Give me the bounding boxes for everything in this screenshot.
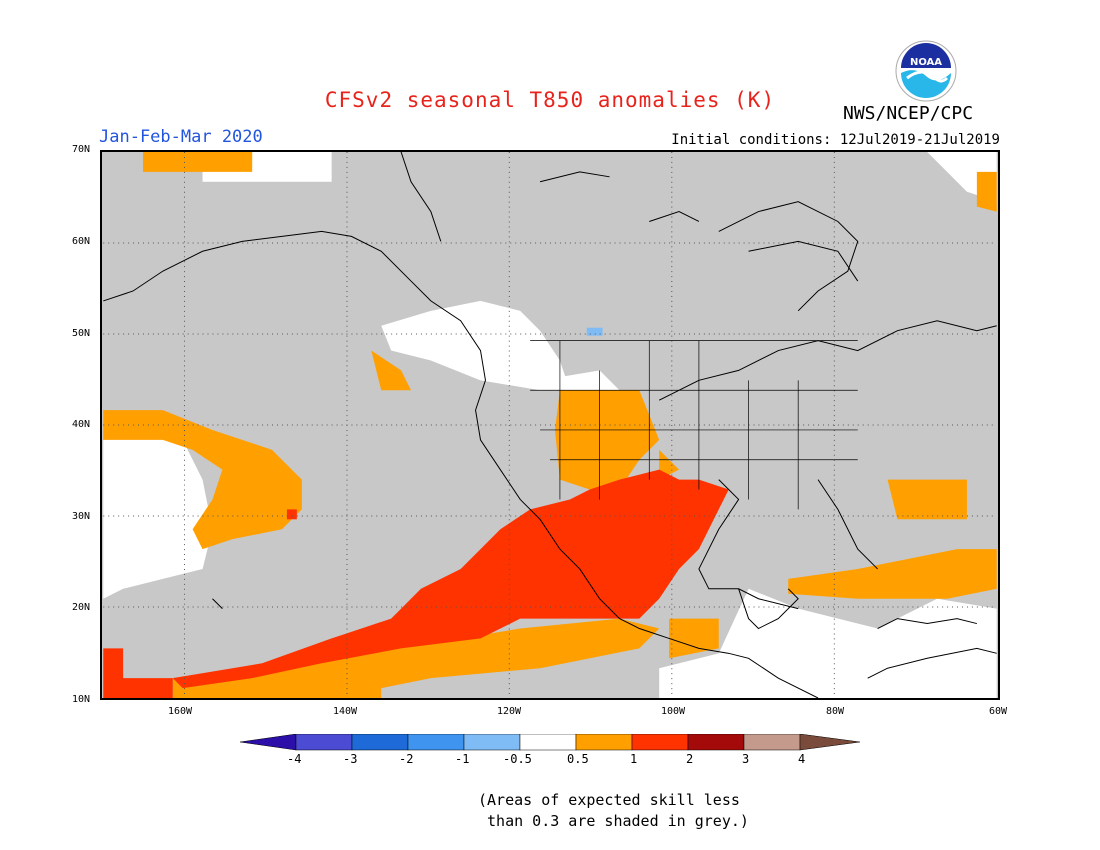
skill-note-line1: (Areas of expected skill less	[478, 791, 740, 809]
lon-label-100w: 100W	[661, 706, 686, 717]
colorbar-label: 0.5	[567, 752, 589, 766]
lat-label-10n: 10N	[72, 694, 91, 705]
colorbar	[240, 734, 861, 751]
colorbar-swatch-4	[463, 734, 521, 751]
map-title: CFSv2 seasonal T850 anomalies (K)	[324, 88, 776, 112]
colorbar-swatch-10	[799, 734, 861, 751]
svg-text:NOAA: NOAA	[910, 57, 942, 68]
lon-label-60w: 60W	[989, 706, 1008, 717]
agency-label: NWS/NCEP/CPC	[843, 103, 974, 124]
colorbar-label: 3	[742, 752, 750, 766]
initial-conditions-label: Initial conditions: 12Jul2019-21Jul2019	[671, 132, 1000, 148]
colorbar-swatch-1	[295, 734, 353, 751]
cold-anomaly-spot	[586, 327, 603, 336]
anomaly-map	[100, 150, 1000, 700]
colorbar-swatch-7	[631, 734, 689, 751]
colorbar-swatch-9	[743, 734, 801, 751]
colorbar-label: 2	[686, 752, 694, 766]
lon-label-120w: 120W	[497, 706, 522, 717]
anomaly-map-canvas	[103, 152, 997, 698]
state-borders	[530, 340, 858, 510]
lon-label-140w: 140W	[333, 706, 358, 717]
colorbar-swatch-0	[240, 734, 297, 751]
noaa-logo: NOAA	[895, 40, 957, 102]
colorbar-swatch-5	[519, 734, 577, 751]
lat-label-30n: 30N	[72, 511, 91, 522]
colorbar-label: -4	[287, 752, 302, 766]
season-label: Jan-Feb-Mar 2020	[99, 127, 263, 147]
lat-label-50n: 50N	[72, 328, 91, 339]
colorbar-label: -3	[343, 752, 358, 766]
lat-label-60n: 60N	[72, 236, 91, 247]
skill-note: (Areas of expected skill less than 0.3 a…	[478, 790, 749, 832]
colorbar-swatch-6	[575, 734, 633, 751]
colorbar-label: -1	[455, 752, 470, 766]
lat-label-70n: 70N	[72, 144, 91, 155]
colorbar-swatch-3	[407, 734, 465, 751]
colorbar-swatch-2	[351, 734, 409, 751]
colorbar-label: 1	[630, 752, 638, 766]
lon-label-80w: 80W	[826, 706, 845, 717]
colorbar-swatch-8	[687, 734, 745, 751]
strong-warm-anomaly-regions	[103, 469, 729, 698]
lon-label-160w: 160W	[168, 706, 193, 717]
graticule	[103, 152, 997, 698]
colorbar-label: -2	[399, 752, 414, 766]
colorbar-label: 4	[798, 752, 806, 766]
colorbar-label: -0.5	[503, 752, 532, 766]
coastlines	[103, 152, 997, 698]
lat-label-20n: 20N	[72, 602, 91, 613]
lat-label-40n: 40N	[72, 419, 91, 430]
skill-note-line2: than 0.3 are shaded in grey.)	[478, 812, 749, 830]
